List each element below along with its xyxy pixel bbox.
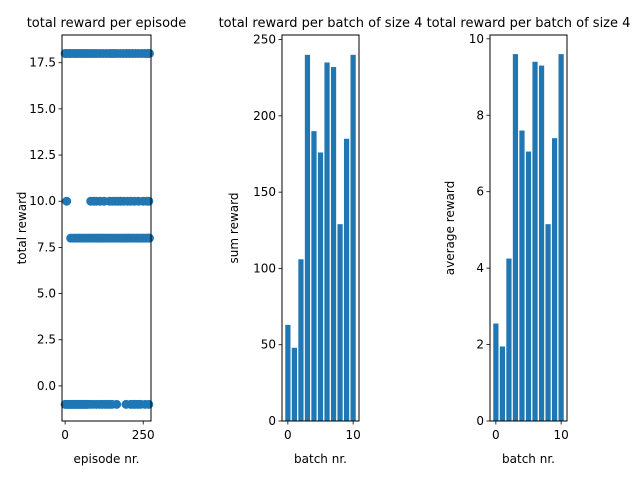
y-tick-label: 0 (268, 414, 276, 428)
scatter-point (112, 399, 122, 409)
x-axis-label: batch nr. (294, 452, 347, 466)
axes-frame (61, 34, 152, 422)
bar (285, 324, 291, 421)
bar (298, 259, 304, 421)
scatter-point (62, 196, 72, 206)
bar (506, 258, 512, 421)
x-tick-label: 0 (492, 428, 500, 442)
y-tick-label: 15.0 (29, 102, 56, 116)
bar (291, 347, 298, 421)
scatter-point (144, 48, 154, 58)
scatter-point (144, 196, 154, 206)
x-tick-label: 0 (61, 428, 69, 442)
marks (493, 54, 564, 422)
bar (558, 54, 564, 421)
y-tick-label: 50 (261, 338, 276, 352)
y-tick-label: 250 (253, 33, 276, 47)
y-tick-label: 12.5 (29, 148, 56, 162)
y-tick-label: 200 (253, 109, 276, 123)
bar (350, 54, 356, 422)
y-tick-label: 0 (476, 414, 484, 428)
bar (311, 131, 317, 421)
xticks: 0 10 (284, 421, 361, 442)
x-tick-label: 250 (132, 428, 155, 442)
chart-title: total reward per batch of size 4 (427, 16, 631, 31)
bar (317, 152, 324, 421)
bar (519, 130, 525, 421)
y-axis-label: total reward (15, 192, 29, 265)
y-axis-label: sum reward (227, 193, 241, 264)
panel-sum-reward-bars: 0 50 100 150 200 250 0 10 total reward per bat… (219, 16, 423, 466)
y-tick-label: 4 (476, 261, 484, 275)
axes-frame (281, 34, 360, 422)
chart-title: total reward per episode (27, 16, 187, 31)
marks (60, 48, 154, 409)
y-tick-label: 100 (253, 261, 276, 275)
y-tick-label: 7.5 (37, 240, 56, 254)
y-tick-label: 150 (253, 185, 276, 199)
x-tick-label: 10 (553, 428, 568, 442)
yticks: 0.0 2.5 5.0 7.5 10.0 12.5 15.0 17.5 (29, 56, 62, 393)
panel-average-reward-bars: 0 2 4 6 8 10 0 10 total reward per batch of si… (427, 16, 631, 466)
axes-frame (489, 34, 568, 422)
bar (304, 54, 311, 422)
bar (538, 65, 545, 422)
y-tick-label: 2.5 (37, 333, 56, 347)
bar (545, 224, 551, 421)
bar (330, 67, 337, 422)
scatter-point (144, 233, 154, 243)
y-tick-label: 10.0 (29, 194, 56, 208)
bar (324, 62, 330, 421)
x-axis-label: episode nr. (74, 452, 140, 466)
x-tick-label: 10 (345, 428, 360, 442)
y-tick-label: 5.0 (37, 287, 56, 301)
bar (343, 138, 350, 421)
y-tick-label: 6 (476, 185, 484, 199)
panel-episode-scatter: 0.0 2.5 5.0 7.5 10.0 12.5 15.0 17.5 0 250 total … (15, 16, 186, 466)
x-tick-label: 0 (284, 428, 292, 442)
y-tick-label: 10 (469, 32, 484, 46)
bar (512, 54, 519, 421)
y-axis-label: average reward (443, 181, 457, 276)
y-tick-label: 2 (476, 338, 484, 352)
x-axis-label: batch nr. (502, 452, 555, 466)
scatter-point (144, 399, 154, 409)
y-tick-label: 0.0 (37, 379, 56, 393)
yticks: 0 50 100 150 200 250 (253, 33, 282, 428)
bar (499, 346, 506, 421)
bar (525, 151, 532, 421)
chart-title: total reward per batch of size 4 (219, 16, 423, 31)
yticks: 0 2 4 6 8 10 (469, 32, 490, 428)
xticks: 0 10 (492, 421, 569, 442)
y-tick-label: 17.5 (29, 56, 56, 70)
xticks: 0 250 (61, 421, 155, 442)
marks (285, 54, 356, 422)
bar (493, 323, 499, 421)
bar (337, 224, 343, 421)
y-tick-label: 8 (476, 108, 484, 122)
bar (551, 138, 558, 422)
bar (532, 61, 538, 422)
